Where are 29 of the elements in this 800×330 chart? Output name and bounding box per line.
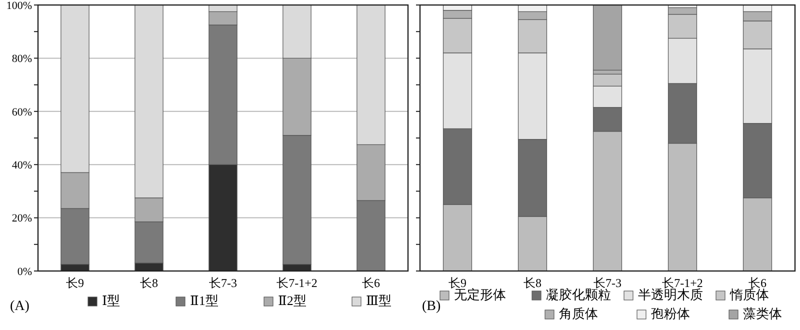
x-tick-label: 长8 (140, 276, 158, 290)
x-tick-label: 长9 (448, 276, 466, 290)
y-tick-label: 20% (12, 212, 32, 225)
x-tick-label: 长9 (66, 276, 84, 290)
y-tick-label: 0% (17, 266, 32, 278)
legend-label: Ⅰ型 (102, 293, 120, 308)
x-tick-label: 长7-1+2 (276, 276, 318, 290)
bar (592, 4, 622, 70)
legend-label: Ⅲ型 (366, 293, 392, 308)
y-tick-label: 100% (6, 0, 32, 12)
text: (A) (10, 299, 30, 314)
x-tick-label: 长6 (362, 276, 380, 290)
legend-label: 半透明木质 (638, 287, 703, 302)
x-tick-label: 长8 (524, 276, 542, 290)
x-tick-label: 长7-3 (594, 276, 622, 290)
legend-label: 角质体 (559, 306, 598, 321)
legend-label: 凝胶化颗粒 (546, 287, 611, 302)
legend-label: 藻类体 (743, 306, 782, 321)
legend-label: 惰质体 (729, 287, 769, 302)
x-tick-label: 长7-3 (209, 276, 237, 290)
y-tick-label: 60% (12, 106, 32, 118)
y-tick-label: 80% (12, 53, 32, 66)
legend-label: Ⅱ1型 (190, 293, 218, 308)
text: (B) (422, 299, 441, 314)
legend-label: Ⅱ2型 (278, 293, 306, 308)
y-tick-label: 40% (12, 159, 32, 172)
legend-label: 无定形体 (454, 287, 506, 302)
legend-label: 孢粉体 (651, 306, 690, 321)
x-tick-label: 长6 (748, 276, 766, 290)
